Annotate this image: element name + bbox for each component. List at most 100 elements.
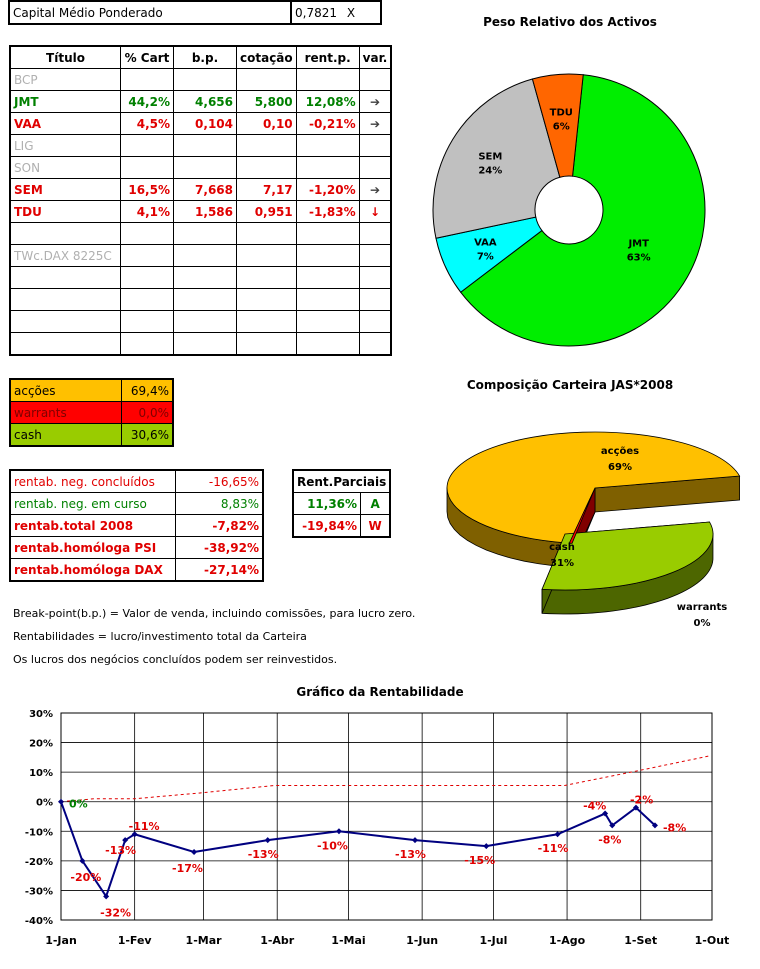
holdings-cell-cot: 5,800 [236, 90, 297, 113]
y-tick-label: 30% [29, 709, 53, 720]
pie1-slice-jmt [459, 74, 706, 347]
holdings-header-4: rent.p. [295, 45, 360, 69]
holdings-row: SON [9, 156, 392, 179]
data-label: -4% [583, 800, 606, 813]
data-point [335, 828, 342, 835]
holdings-header-1: % Cart [120, 45, 174, 69]
data-point [58, 798, 64, 805]
y-tick-label: -40% [25, 916, 53, 927]
capital-value-number: 0,7821 [295, 5, 337, 20]
benchmark-line [60, 755, 710, 803]
holdings-cell-cot [236, 222, 297, 245]
note-breakpoint: Break-point(b.p.) = Valor de venda, incl… [13, 607, 416, 620]
returns-label: rentab. neg. em curso [9, 492, 176, 515]
right-arrow-icon: ➔ [358, 178, 392, 201]
pie1-label: SEM [478, 151, 502, 162]
partials-value: 11,36% [292, 492, 362, 515]
pie1-percent: 6% [553, 121, 570, 132]
returns-row: rentab. neg. em curso 8,83% [9, 492, 264, 515]
capital-value-unit: X [346, 5, 356, 20]
holdings-row: VAA 4,5% 0,104 0,10 -0,21% ➔ [9, 112, 392, 135]
holdings-cell-cart [120, 288, 174, 311]
data-label: -11% [538, 842, 569, 855]
returns-label: rentab.total 2008 [9, 514, 176, 537]
partials-tag: W [360, 514, 391, 538]
pie1-label: JMT [627, 238, 649, 249]
data-point [632, 804, 639, 811]
line-title: Gráfico da Rentabilidade [296, 685, 464, 699]
right-arrow-icon [358, 244, 392, 267]
partials-tag: A [360, 492, 391, 515]
holdings-cell-cot [236, 68, 297, 91]
holdings-cell-name: SEM [9, 178, 121, 201]
holdings-header-0: Título [9, 45, 121, 69]
holdings-cell-rent: -1,20% [295, 178, 360, 201]
y-tick-label: -30% [25, 886, 53, 897]
x-tick-label: 1-Fev [118, 934, 153, 947]
x-tick-label: 1-Abr [260, 934, 295, 947]
allocation-value: 69,4% [121, 378, 174, 402]
allocation-row: cash 30,6% [9, 423, 174, 447]
holdings-cell-cot [236, 156, 297, 179]
holdings-cell-bp [173, 310, 237, 333]
holdings-row: TDU 4,1% 1,586 0,951 -1,83% ↓ [9, 200, 392, 223]
holdings-cell-name [9, 266, 121, 289]
returns-label: rentab.homóloga PSI [9, 536, 176, 559]
holdings-cell-cart: 16,5% [120, 178, 174, 201]
data-label: -13% [248, 848, 279, 861]
holdings-cell-rent: -1,83% [295, 200, 360, 223]
holdings-cell-cart: 44,2% [120, 90, 174, 113]
allocation-label: acções [9, 378, 122, 402]
holdings-cell-bp [173, 222, 237, 245]
returns-value: -16,65% [175, 469, 264, 493]
holdings-cell-rent [295, 134, 360, 157]
holdings-header-5: var. [358, 45, 392, 69]
holdings-cell-cart: 4,5% [120, 112, 174, 135]
pie2-label: warrants [677, 602, 727, 613]
capital-value: 0,7821 X [290, 0, 382, 25]
y-tick-label: 10% [29, 768, 53, 779]
holdings-cell-rent [295, 288, 360, 311]
allocation-table: acções 69,4% warrants 0,0% cash 30,6% [9, 378, 174, 447]
returns-value: -7,82% [175, 514, 264, 537]
capital-label: Capital Médio Ponderado [8, 0, 292, 25]
data-point [609, 822, 616, 829]
holdings-cell-bp [173, 332, 237, 356]
data-label: -32% [100, 906, 131, 919]
holdings-cell-name: VAA [9, 112, 121, 135]
pie1-slice-sem [432, 78, 561, 239]
x-tick-label: 1-Jan [45, 934, 77, 947]
allocation-label: cash [9, 423, 122, 447]
data-label: -13% [105, 844, 136, 857]
data-point [602, 810, 609, 817]
pie1-percent: 24% [478, 165, 502, 176]
pie2-label: acções [601, 446, 639, 457]
holdings-cell-cart [120, 266, 174, 289]
right-arrow-icon [358, 68, 392, 91]
partials-row: 11,36% A [292, 492, 391, 515]
right-arrow-icon: ➔ [358, 112, 392, 135]
x-tick-label: 1-Mai [331, 934, 365, 947]
right-arrow-icon [358, 266, 392, 289]
data-label: -11% [129, 820, 160, 833]
x-tick-label: 1-Mar [186, 934, 223, 947]
holdings-cell-rent [295, 68, 360, 91]
data-label: -20% [70, 871, 101, 884]
holdings-header-3: cotação [236, 45, 297, 69]
returns-row: rentab.total 2008 -7,82% [9, 514, 264, 537]
holdings-cell-name: SON [9, 156, 121, 179]
returns-value: -38,92% [175, 536, 264, 559]
holdings-row [9, 222, 392, 245]
holdings-cell-bp [173, 156, 237, 179]
holdings-cell-rent [295, 332, 360, 356]
right-arrow-icon [358, 134, 392, 157]
pie2-slice-2 [568, 487, 596, 544]
holdings-cell-cart: 4,1% [120, 200, 174, 223]
partials-table: Rent.Parciais 11,36% A -19,84% W [292, 469, 392, 538]
data-point [412, 837, 419, 844]
allocation-value: 0,0% [121, 401, 174, 424]
returns-label: rentab.homóloga DAX [9, 558, 176, 582]
pie2-percent: 69% [608, 462, 632, 473]
x-tick-label: 1-Out [695, 934, 730, 947]
right-arrow-icon [358, 332, 392, 356]
